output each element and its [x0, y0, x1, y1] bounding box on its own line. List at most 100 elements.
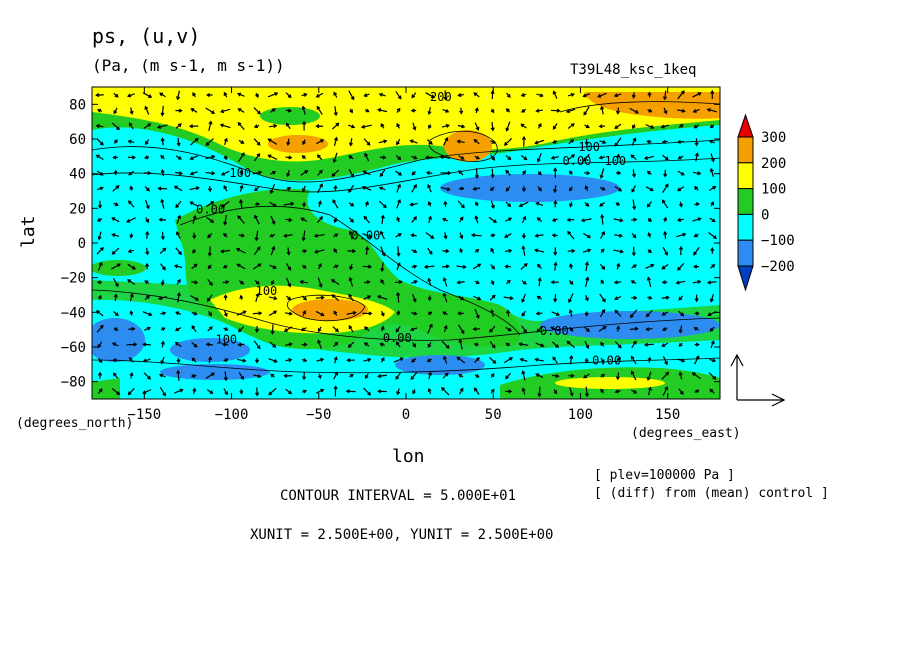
wind-vector	[270, 215, 275, 224]
wind-vector	[489, 325, 496, 333]
colorbar: 300 200 100 0 −100 −200	[737, 113, 795, 292]
wind-vector-head	[345, 389, 350, 394]
wind-vector	[551, 311, 560, 316]
wind-vector-head	[633, 389, 638, 394]
wind-vector-head	[646, 276, 651, 281]
wind-vector-head	[430, 94, 435, 99]
wind-vector-head	[645, 327, 650, 332]
y-tick-label: 0	[78, 236, 86, 252]
wind-vector-head	[566, 217, 571, 222]
wind-vector	[112, 185, 120, 192]
wind-vector	[142, 92, 152, 98]
wind-vector-head	[320, 357, 325, 362]
wind-vector	[377, 295, 388, 300]
wind-vector-head	[458, 170, 463, 175]
wind-vector	[505, 372, 512, 379]
wind-vector	[710, 153, 715, 162]
wind-vector	[632, 199, 636, 210]
wind-vector-head	[316, 105, 321, 110]
wind-vector-head	[600, 341, 604, 346]
wind-vector	[365, 247, 368, 255]
wind-vector-head	[584, 141, 589, 146]
wind-vector-head	[178, 251, 182, 256]
wind-vector	[551, 155, 559, 159]
wind-vector-head	[442, 292, 447, 297]
wind-vector-head	[146, 187, 150, 192]
wind-vector-head	[632, 234, 637, 239]
wind-vector-head	[223, 185, 228, 190]
wind-vector	[443, 356, 448, 364]
wind-vector	[333, 372, 338, 380]
wind-vector-head	[634, 326, 639, 331]
wind-vector-head	[584, 393, 590, 398]
wind-vector-head	[126, 219, 131, 223]
wind-vector-head	[678, 329, 683, 334]
wind-vector-head	[223, 294, 228, 299]
wind-vector-head	[256, 246, 261, 251]
wind-vector-head	[146, 326, 151, 331]
wind-vector-head	[397, 233, 402, 237]
wind-vector-head	[112, 358, 117, 363]
wind-vector-head	[645, 313, 650, 318]
wind-vector-head	[508, 248, 513, 253]
wind-vector-head	[570, 92, 575, 97]
wind-vector-head	[647, 386, 652, 391]
wind-vector-head	[633, 217, 638, 222]
wind-vector-head	[521, 387, 526, 392]
wind-vector-head	[379, 342, 384, 347]
wind-vector	[145, 199, 150, 209]
wind-vector-head	[376, 295, 382, 299]
wind-vector-head	[193, 263, 198, 268]
wind-vector-head	[537, 393, 542, 398]
wind-vector-head	[173, 264, 178, 269]
wind-vector-head	[333, 219, 338, 224]
wind-vector-head	[273, 123, 278, 128]
wind-vector-head	[239, 294, 244, 299]
wind-vector	[271, 324, 274, 334]
wind-vector	[583, 106, 590, 115]
wind-vector	[583, 153, 590, 162]
wind-vector	[566, 108, 576, 113]
wind-vector-head	[444, 372, 449, 377]
wind-vector	[442, 137, 448, 146]
wind-vector-head	[522, 170, 526, 175]
wind-vector	[614, 123, 622, 129]
wind-vector-head	[459, 387, 464, 392]
wind-vector	[316, 139, 324, 145]
wind-vector-head	[397, 183, 401, 188]
wind-vector	[285, 388, 292, 395]
wind-vector-head	[258, 170, 263, 175]
wind-vector	[268, 358, 277, 363]
wind-vector-head	[189, 201, 194, 206]
wind-vector-head	[319, 183, 323, 188]
wind-vector	[553, 91, 558, 99]
wind-vector-head	[270, 330, 275, 335]
wind-vector-head	[472, 186, 477, 191]
wind-vector-head	[619, 249, 624, 254]
wind-vector-head	[586, 170, 591, 176]
wind-vector-head	[490, 247, 495, 252]
colorbar-segment	[737, 239, 754, 267]
wind-vector-head	[176, 369, 181, 374]
wind-vector	[552, 341, 559, 348]
wind-vector	[411, 216, 417, 223]
wind-vector-head	[413, 216, 417, 221]
wind-vector-head	[631, 173, 637, 178]
wind-vector-head	[317, 200, 322, 205]
wind-vector	[395, 372, 401, 380]
wind-vector	[538, 278, 541, 287]
wind-vector-head	[540, 343, 545, 348]
wind-vector-head	[521, 234, 526, 240]
wind-vector-head	[442, 311, 447, 316]
wind-vector	[475, 216, 479, 224]
wind-vector	[552, 356, 558, 364]
wind-vector	[425, 232, 434, 239]
wind-vector-head	[113, 293, 118, 298]
wind-vector-head	[366, 141, 371, 146]
wind-vector-head	[461, 124, 466, 129]
wind-vector	[410, 139, 418, 144]
wind-vector-head	[427, 343, 432, 348]
wind-vector-head	[192, 249, 197, 254]
wind-vector	[645, 186, 654, 191]
wind-vector-head	[646, 376, 651, 381]
